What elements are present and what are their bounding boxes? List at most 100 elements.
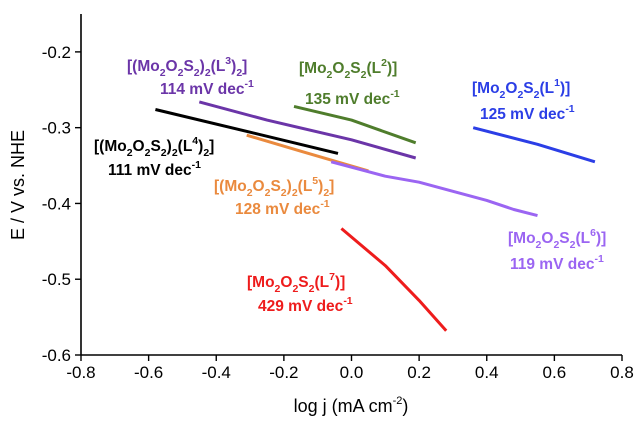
label-l1-slope: 125 mV dec-1 xyxy=(480,103,575,123)
x-tick-label: 0.6 xyxy=(543,363,567,382)
label-segment: [Mo xyxy=(472,80,500,97)
label-segment: )] xyxy=(560,80,570,97)
x-tick-label: -0.2 xyxy=(269,363,298,382)
x-tick-label: 0.2 xyxy=(407,363,431,382)
label-segment: 2 xyxy=(292,187,298,199)
label-l4-slope: 111 mV dec-1 xyxy=(108,159,201,179)
slope-exponent: -1 xyxy=(390,88,399,100)
label-segment: 2 xyxy=(292,283,298,295)
label-segment: 4 xyxy=(192,135,198,147)
series-line-3 xyxy=(472,126,596,164)
x-axis-title: log j (mA cm-2) xyxy=(294,395,409,416)
label-segment: ) xyxy=(198,138,203,155)
label-segment: )] xyxy=(387,60,397,77)
label-segment: (L xyxy=(366,60,381,77)
label-segment: 2 xyxy=(534,89,540,101)
label-segment: O xyxy=(332,60,344,77)
label-segment: 2 xyxy=(236,67,242,79)
label-segment: ) xyxy=(318,178,323,195)
label-segment: 2 xyxy=(517,89,523,101)
label-segment: S xyxy=(183,58,193,75)
y-tick-label: -0.4 xyxy=(42,194,71,213)
label-segment: (L xyxy=(298,178,313,195)
label-segment: )] xyxy=(596,230,606,247)
ticks: -0.8 -0.6 -0.4 -0.2 0.0 0.2 0.4 0.6 0.8-0.6-0.5-… xyxy=(42,43,634,382)
y-tick-label: -0.5 xyxy=(42,270,71,289)
label-segment: O xyxy=(505,80,517,97)
series-line-7 xyxy=(340,227,448,332)
series-line-1 xyxy=(198,100,417,160)
label-segment: 2 xyxy=(194,67,200,79)
label-segment: 3 xyxy=(225,55,231,67)
label-l6-slope: 119 mV dec-1 xyxy=(510,253,604,273)
label-segment: (L xyxy=(178,138,193,155)
slope-exponent: -1 xyxy=(192,159,201,171)
label-segment: [(Mo xyxy=(214,178,247,195)
x-tick-label: 0.0 xyxy=(340,363,364,382)
y-tick-label: -0.6 xyxy=(42,346,71,365)
series-group xyxy=(155,100,596,332)
label-segment: (L xyxy=(211,58,226,75)
label-segment: 2 xyxy=(553,239,559,251)
label-segment: ] xyxy=(329,178,334,195)
label-segment: 2 xyxy=(275,283,281,295)
label-l7-name: [Mo2O2S2(L7)] xyxy=(247,271,345,295)
slope-exponent: -1 xyxy=(244,78,253,90)
label-segment: (L xyxy=(314,274,329,291)
label-segment: 2 xyxy=(361,69,367,81)
y-axis-title: E / V vs. NHE xyxy=(8,130,28,240)
x-tick-label: -0.4 xyxy=(202,363,231,382)
label-segment: 5 xyxy=(312,175,318,187)
label-l4-name: [(Mo2O2S2)2(L4)2] xyxy=(94,135,214,159)
x-tick-label: -0.8 xyxy=(66,363,95,382)
label-segment: 1 xyxy=(554,77,560,89)
y-tick-label: -0.3 xyxy=(42,119,71,138)
label-segment: 2 xyxy=(205,67,211,79)
label-l3-slope: 114 mV dec-1 xyxy=(160,78,254,98)
slope-value: 125 mV dec xyxy=(480,106,566,123)
label-segment: ) xyxy=(287,178,292,195)
label-segment: 2 xyxy=(265,187,271,199)
label-l6-name: [Mo2O2S2(L6)] xyxy=(508,227,606,251)
label-segment: S xyxy=(150,138,160,155)
slope-value: 119 mV dec xyxy=(510,256,595,273)
annotation-group: [(Mo2O2S2)2(L3)2]114 mV dec-1[Mo2O2S2(L2… xyxy=(94,55,606,315)
slope-exponent: -1 xyxy=(343,295,352,307)
series-line-6 xyxy=(330,160,538,218)
label-segment: S xyxy=(270,178,280,195)
label-segment: [Mo xyxy=(247,274,275,291)
label-segment: 2 xyxy=(247,187,253,199)
label-l1-name: [Mo2O2S2(L1)] xyxy=(472,77,570,101)
slope-value: 111 mV dec xyxy=(108,162,192,179)
label-segment: 2 xyxy=(344,69,350,81)
label-l3-name: [(Mo2O2S2)2(L3)2] xyxy=(127,55,247,79)
label-segment: 2 xyxy=(203,147,209,159)
label-segment: 2 xyxy=(309,283,315,295)
label-segment: 2 xyxy=(281,187,287,199)
label-segment: [Mo xyxy=(299,60,327,77)
label-segment: (L xyxy=(575,230,590,247)
label-segment: )] xyxy=(335,274,345,291)
label-segment: 2 xyxy=(536,239,542,251)
label-segment: S xyxy=(559,230,569,247)
label-segment: [Mo xyxy=(508,230,536,247)
label-segment: 7 xyxy=(329,271,335,283)
label-l2-slope: 135 mV dec-1 xyxy=(305,88,400,108)
label-segment: ] xyxy=(209,138,214,155)
label-segment: 2 xyxy=(172,147,178,159)
label-segment: 2 xyxy=(145,147,151,159)
label-segment: 2 xyxy=(327,69,333,81)
label-segment: 2 xyxy=(570,239,576,251)
x-tick-label: 0.8 xyxy=(610,363,634,382)
x-axis-title-sup: -2 xyxy=(393,395,403,407)
slope-exponent: -1 xyxy=(320,198,329,210)
label-segment: S xyxy=(350,60,360,77)
label-segment: (L xyxy=(539,80,554,97)
label-l5-slope: 128 mV dec-1 xyxy=(235,198,330,218)
label-segment: ) xyxy=(167,138,172,155)
slope-value: 114 mV dec xyxy=(160,81,245,98)
label-segment: 2 xyxy=(500,89,506,101)
slope-value: 429 mV dec xyxy=(258,298,344,315)
label-segment: ) xyxy=(200,58,205,75)
